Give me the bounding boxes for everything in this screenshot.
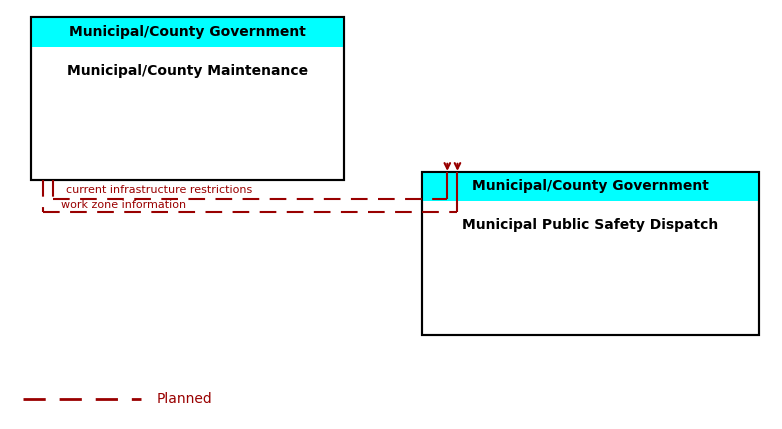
Bar <box>31 17 344 180</box>
Text: Municipal/County Government: Municipal/County Government <box>70 25 306 39</box>
Bar <box>422 172 759 335</box>
Bar <box>422 172 759 201</box>
Bar <box>31 17 344 180</box>
Text: work zone information: work zone information <box>61 200 186 210</box>
Text: Planned: Planned <box>156 392 212 406</box>
Text: current infrastructure restrictions: current infrastructure restrictions <box>66 185 253 195</box>
Text: Municipal/County Government: Municipal/County Government <box>472 179 708 193</box>
Bar <box>422 172 759 335</box>
Text: Municipal Public Safety Dispatch: Municipal Public Safety Dispatch <box>462 218 719 232</box>
Text: Municipal/County Maintenance: Municipal/County Maintenance <box>67 63 308 78</box>
Bar <box>31 17 344 46</box>
